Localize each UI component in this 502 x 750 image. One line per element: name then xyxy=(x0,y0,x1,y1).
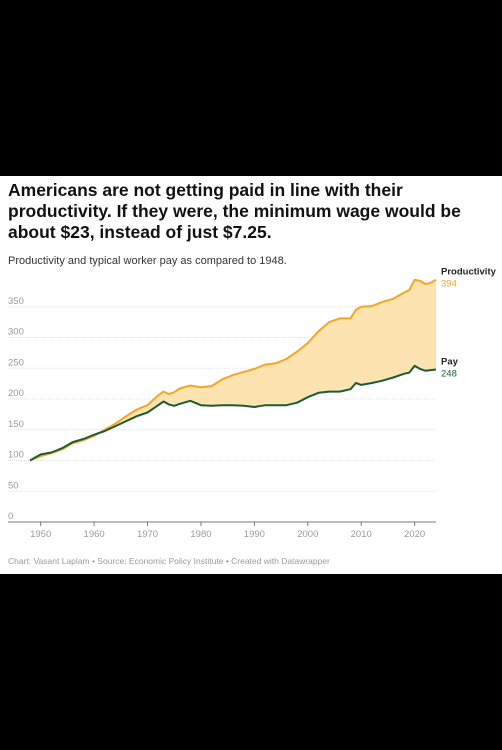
y-tick-label-350: 350 xyxy=(8,296,24,307)
x-tick-label-1960: 1960 xyxy=(84,529,105,540)
x-tick-label-1990: 1990 xyxy=(244,529,265,540)
x-tick-label-1970: 1970 xyxy=(137,529,158,540)
y-tick-label-150: 150 xyxy=(8,419,24,430)
pay-line xyxy=(29,364,437,462)
y-tick-label-250: 250 xyxy=(8,357,24,368)
chart-subtitle: Productivity and typical worker pay as c… xyxy=(8,255,287,267)
gap-area xyxy=(30,279,436,461)
x-tick-label-2000: 2000 xyxy=(297,529,318,540)
chart-plot: 0 50 100 150 200 250 300 350 1950 1960 1970 1980 199… xyxy=(8,267,497,540)
y-tick-label-300: 300 xyxy=(8,327,24,338)
x-tick-label-1950: 1950 xyxy=(30,529,51,540)
productivity-series-label: Productivity xyxy=(441,267,497,278)
chart-card: Americans are not getting paid in line w… xyxy=(0,176,502,574)
y-tick-label-200: 200 xyxy=(8,388,24,399)
chart-source: Chart: Vasant Laplam • Source: Economic … xyxy=(8,556,330,566)
x-tick-label-2020: 2020 xyxy=(404,529,425,540)
x-tick-label-1980: 1980 xyxy=(190,529,211,540)
y-tick-label-0: 0 xyxy=(8,511,13,522)
y-tick-label-50: 50 xyxy=(8,480,19,491)
productivity-end-value: 394 xyxy=(441,279,457,290)
pay-series-label: Pay xyxy=(441,356,459,367)
productivity-line xyxy=(29,278,437,462)
pay-end-value: 248 xyxy=(441,368,457,379)
x-tick-label-2010: 2010 xyxy=(351,529,372,540)
chart-title: Americans are not getting paid in line w… xyxy=(8,180,461,242)
y-tick-label-100: 100 xyxy=(8,450,24,461)
